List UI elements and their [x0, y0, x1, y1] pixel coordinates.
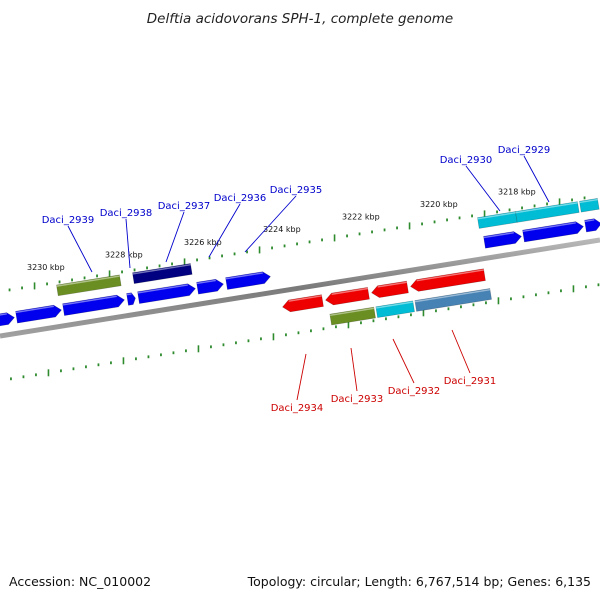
gene-label-daci-2936[interactable]: Daci_2936 [214, 193, 267, 204]
genome-summary-text: Topology: circular; Length: 6,767,514 bp… [247, 574, 591, 589]
gene-label-daci-2938[interactable]: Daci_2938 [100, 208, 153, 219]
forward-gene-arrow[interactable] [15, 304, 63, 324]
cog-box [329, 306, 376, 326]
leader-line [296, 353, 307, 401]
forward-gene-arrow[interactable] [126, 292, 137, 306]
leader-line [523, 155, 550, 203]
cog-box [414, 288, 492, 312]
map-title: Delftia acidovorans SPH-1, complete geno… [147, 11, 453, 27]
callouts-layer: Daci_2939Daci_2938Daci_2937Daci_2936Daci… [42, 145, 551, 414]
leader-line [392, 338, 415, 384]
leader-line [465, 165, 501, 212]
forward-gene-arrow[interactable] [522, 221, 585, 243]
cog-box [56, 274, 122, 297]
cog-box [477, 211, 518, 229]
tick-label: 3230 kbp [27, 263, 65, 272]
forward-gene-arrow[interactable] [483, 230, 523, 249]
reverse-gene-arrow[interactable] [410, 268, 486, 293]
cog-box [375, 300, 415, 318]
tick-label: 3228 kbp [105, 250, 143, 259]
gene-label-daci-2934[interactable]: Daci_2934 [271, 403, 324, 414]
backbone-line [0, 237, 600, 339]
tick-label: 3218 kbp [498, 188, 536, 197]
leader-line [165, 211, 185, 263]
forward-gene-arrow[interactable] [137, 283, 197, 304]
leader-line [451, 329, 471, 374]
forward-gene-arrow[interactable] [584, 218, 600, 233]
gene-label-daci-2930[interactable]: Daci_2930 [440, 155, 493, 166]
top-tick-row [8, 196, 586, 292]
gene-label-daci-2939[interactable]: Daci_2939 [42, 215, 95, 226]
leader-line [350, 347, 358, 392]
tick-label: 3226 kbp [184, 238, 222, 247]
forward-gene-arrow[interactable] [0, 312, 15, 328]
leader-line [244, 195, 297, 253]
leader-line [67, 225, 93, 273]
forward-gene-arrow[interactable] [196, 278, 225, 295]
gene-label-daci-2937[interactable]: Daci_2937 [158, 201, 211, 212]
tick-label: 3220 kbp [420, 200, 458, 209]
genome-backbone [0, 237, 600, 339]
gene-label-daci-2932[interactable]: Daci_2932 [388, 386, 441, 397]
accession-text: Accession: NC_010002 [9, 574, 151, 589]
reverse-gene-arrow[interactable] [325, 286, 370, 306]
leader-line [125, 218, 131, 269]
genes-layer [0, 198, 600, 328]
forward-gene-arrow[interactable] [62, 294, 126, 316]
reverse-gene-arrow[interactable] [371, 280, 409, 299]
forward-gene-arrow[interactable] [225, 271, 272, 290]
bottom-tick-row [10, 283, 600, 381]
cog-box [515, 201, 580, 223]
reverse-gene-arrow[interactable] [282, 294, 324, 313]
gene-label-daci-2931[interactable]: Daci_2931 [444, 376, 497, 387]
ticks-layer: 3230 kbp 3228 kbp 3226 kbp 3224 kbp 3222 kbp… [8, 188, 600, 381]
leader-line [208, 203, 241, 258]
tick-label: 3224 kbp [263, 225, 301, 234]
gene-label-daci-2929[interactable]: Daci_2929 [498, 145, 551, 156]
tick-label: 3222 kbp [342, 213, 380, 222]
cog-box [132, 263, 193, 284]
gene-label-daci-2933[interactable]: Daci_2933 [331, 394, 384, 405]
gene-label-daci-2935[interactable]: Daci_2935 [270, 185, 323, 196]
cog-box [579, 198, 600, 213]
